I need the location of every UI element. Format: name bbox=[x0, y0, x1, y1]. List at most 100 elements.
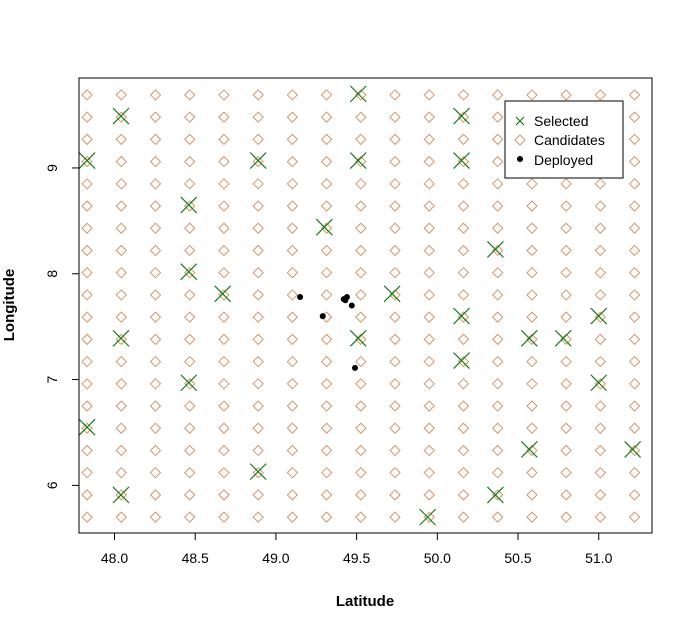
candidate-point bbox=[149, 355, 162, 368]
candidate-point bbox=[355, 266, 367, 279]
candidate-point bbox=[115, 511, 127, 523]
candidate-point bbox=[355, 466, 367, 479]
candidate-point bbox=[286, 111, 299, 123]
candidate-point bbox=[594, 333, 607, 346]
candidate-point bbox=[389, 400, 401, 412]
candidate-point bbox=[594, 511, 607, 523]
candidate-point bbox=[560, 444, 572, 457]
candidate-point bbox=[457, 266, 470, 279]
candidate-point bbox=[560, 511, 572, 523]
candidate-point bbox=[423, 244, 435, 257]
candidate-point bbox=[423, 89, 435, 101]
deployed-point bbox=[319, 313, 326, 320]
candidate-point bbox=[457, 400, 470, 412]
candidate-point bbox=[491, 400, 504, 412]
candidate-point bbox=[628, 422, 641, 434]
candidate-point bbox=[286, 422, 299, 434]
candidate-point bbox=[526, 466, 538, 479]
deployed-point bbox=[352, 364, 359, 371]
candidate-point bbox=[184, 155, 196, 168]
candidate-point bbox=[320, 155, 333, 168]
candidate-point bbox=[526, 511, 538, 523]
candidate-point bbox=[594, 466, 607, 479]
candidate-point bbox=[457, 178, 470, 190]
candidate-point bbox=[218, 400, 230, 412]
candidate-point bbox=[389, 422, 401, 434]
candidate-point bbox=[594, 222, 607, 234]
candidate-point bbox=[628, 89, 641, 101]
candidate-point bbox=[423, 400, 435, 412]
candidate-point bbox=[149, 133, 162, 146]
candidate-point bbox=[457, 222, 470, 234]
candidate-point bbox=[560, 244, 572, 257]
candidate-point bbox=[594, 422, 607, 434]
selected-point bbox=[78, 152, 96, 169]
candidate-point bbox=[355, 111, 367, 123]
candidate-point bbox=[184, 489, 196, 501]
legend: Selected Candidates Deployed bbox=[504, 100, 624, 179]
candidate-point bbox=[81, 511, 93, 523]
candidate-point bbox=[286, 466, 299, 479]
candidate-point bbox=[149, 111, 162, 123]
candidate-point bbox=[594, 311, 607, 323]
candidate-point bbox=[355, 400, 367, 412]
candidate-point bbox=[491, 289, 504, 301]
candidate-point bbox=[184, 355, 196, 368]
selected-point bbox=[520, 329, 538, 347]
candidate-point bbox=[81, 222, 93, 234]
candidate-point bbox=[491, 155, 504, 168]
candidate-point bbox=[355, 489, 367, 501]
candidate-point bbox=[149, 311, 162, 323]
candidate-point bbox=[286, 133, 299, 146]
candidate-point bbox=[355, 133, 367, 146]
candidate-point bbox=[115, 266, 127, 279]
candidate-point bbox=[457, 511, 470, 523]
candidate-point bbox=[252, 289, 264, 301]
y-tick-label: 9 bbox=[44, 164, 60, 172]
candidate-point bbox=[149, 489, 162, 501]
candidate-point bbox=[218, 244, 230, 257]
candidate-point bbox=[286, 333, 299, 346]
x-tick-label: 49.5 bbox=[343, 550, 370, 566]
candidate-point bbox=[252, 311, 264, 323]
candidate-point bbox=[184, 333, 196, 346]
candidate-point bbox=[218, 422, 230, 434]
candidate-point bbox=[286, 489, 299, 501]
candidate-point bbox=[423, 200, 435, 212]
candidate-point bbox=[81, 311, 93, 323]
candidate-point bbox=[628, 489, 641, 501]
candidate-point bbox=[81, 200, 93, 212]
candidate-point bbox=[149, 400, 162, 412]
candidate-point bbox=[115, 289, 127, 301]
candidate-point bbox=[389, 178, 401, 190]
candidate-point bbox=[355, 355, 367, 368]
y-tick-label: 8 bbox=[44, 270, 60, 278]
selected-point bbox=[487, 240, 504, 258]
candidate-point bbox=[594, 266, 607, 279]
candidate-point bbox=[560, 355, 572, 368]
candidate-point bbox=[389, 133, 401, 146]
candidate-point bbox=[320, 333, 333, 346]
candidate-point bbox=[628, 311, 641, 323]
candidate-point bbox=[526, 89, 538, 101]
selected-point bbox=[180, 263, 198, 281]
candidate-point bbox=[389, 266, 401, 279]
candidate-point bbox=[252, 89, 264, 101]
candidate-point bbox=[149, 466, 162, 479]
candidate-point bbox=[491, 489, 504, 501]
candidate-point bbox=[423, 155, 435, 168]
candidate-point bbox=[81, 378, 93, 390]
candidate-point bbox=[81, 178, 93, 190]
candidate-point bbox=[149, 178, 162, 190]
candidate-point bbox=[184, 311, 196, 323]
candidate-point bbox=[320, 133, 333, 146]
candidate-point bbox=[286, 244, 299, 257]
candidate-point bbox=[491, 511, 504, 523]
legend-candidates-icon bbox=[514, 134, 526, 146]
candidate-point bbox=[252, 178, 264, 190]
selected-point bbox=[78, 418, 96, 436]
candidate-point bbox=[389, 244, 401, 257]
candidate-point bbox=[560, 289, 572, 301]
candidate-point bbox=[320, 400, 333, 412]
